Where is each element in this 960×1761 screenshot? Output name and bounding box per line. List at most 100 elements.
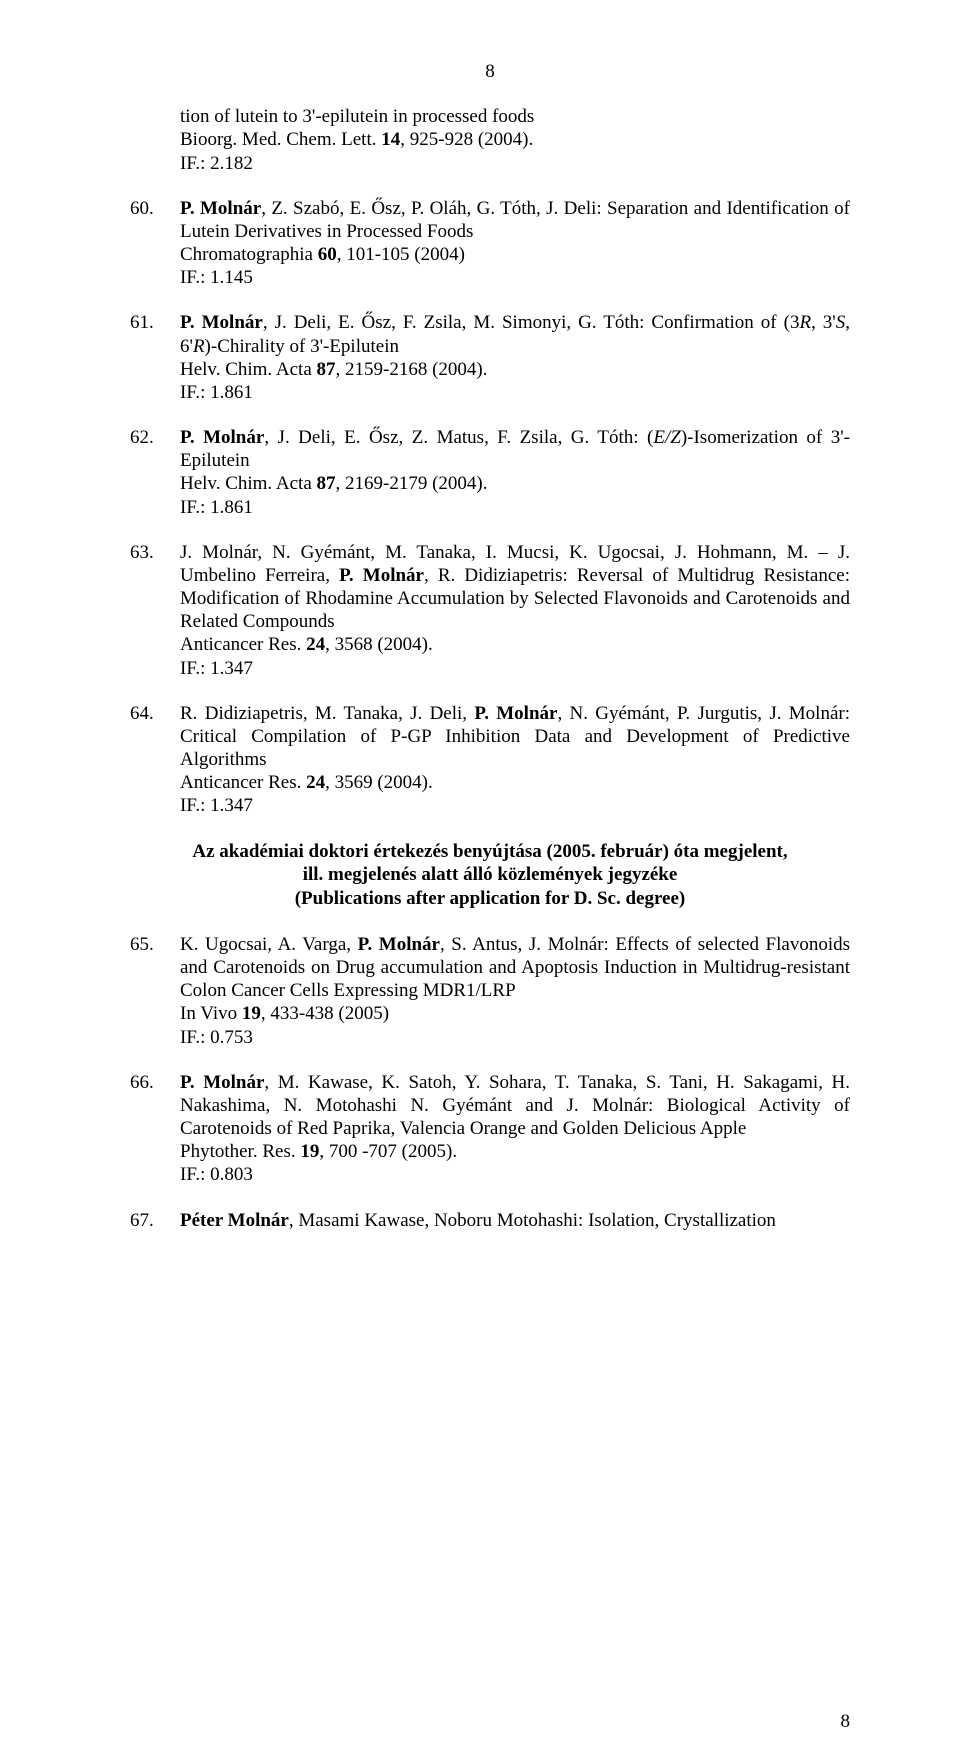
reference-entry: 65. K. Ugocsai, A. Varga, P. Molnár, S. …	[130, 933, 850, 1049]
volume: 19	[300, 1141, 319, 1162]
reference-entry: 63. J. Molnár, N. Gyémánt, M. Tanaka, I.…	[130, 541, 850, 680]
journal-name: Phytother. Res.	[180, 1141, 300, 1162]
reference-number: 60.	[130, 197, 180, 290]
reference-number: 65.	[130, 933, 180, 1049]
reference-number: 63.	[130, 541, 180, 680]
journal-line: Helv. Chim. Acta 87, 2159-2168 (2004).	[180, 358, 850, 381]
reference-body: P. Molnár, M. Kawase, K. Satoh, Y. Sohar…	[180, 1071, 850, 1187]
reference-entry: 64. R. Didiziapetris, M. Tanaka, J. Deli…	[130, 702, 850, 818]
reference-number: 66.	[130, 1071, 180, 1187]
author-rest: , Z. Szabó, E. Ősz, P. Oláh, G. Tóth, J.…	[180, 198, 850, 242]
impact-factor: IF.: 1.861	[180, 496, 850, 519]
volume: 87	[317, 359, 336, 380]
reference-body: tion of lutein to 3'-epilutein in proces…	[180, 105, 850, 175]
journal-name: Chromatographia	[180, 244, 318, 265]
text: , Masami Kawase, Noboru Motohashi: Isola…	[289, 1210, 776, 1231]
reference-body: P. Molnár, J. Deli, E. Ősz, F. Zsila, M.…	[180, 311, 850, 404]
reference-number: 62.	[130, 426, 180, 519]
journal-name: In Vivo	[180, 1003, 242, 1024]
text: )-Chirality of 3'-Epilutein	[205, 336, 399, 357]
journal-name: Helv. Chim. Acta	[180, 473, 317, 494]
section-heading: Az akadémiai doktori értekezés benyújtás…	[130, 840, 850, 911]
reference-body: K. Ugocsai, A. Varga, P. Molnár, S. Antu…	[180, 933, 850, 1049]
reference-body: P. Molnár, J. Deli, E. Ősz, Z. Matus, F.…	[180, 426, 850, 519]
author-bold: P. Molnár	[358, 934, 440, 955]
pages: , 2169-2179 (2004).	[336, 473, 488, 494]
text: K. Ugocsai, A. Varga,	[180, 934, 358, 955]
impact-factor: IF.: 1.347	[180, 794, 850, 817]
pages: , 433-438 (2005)	[261, 1003, 389, 1024]
text: R. Didiziapetris, M. Tanaka, J. Deli,	[180, 703, 474, 724]
volume: 19	[242, 1003, 261, 1024]
pages: , 3568 (2004).	[325, 634, 433, 655]
author-bold: P. Molnár	[180, 427, 264, 448]
reference-number: 67.	[130, 1209, 180, 1232]
reference-body: R. Didiziapetris, M. Tanaka, J. Deli, P.…	[180, 702, 850, 818]
text: , 3'	[811, 312, 836, 333]
author-bold: P. Molnár	[339, 565, 424, 586]
authors: P. Molnár, J. Deli, E. Ősz, Z. Matus, F.…	[180, 427, 850, 471]
reference-text: tion of lutein to 3'-epilutein in proces…	[180, 105, 850, 128]
impact-factor: IF.: 2.182	[180, 152, 850, 175]
journal-line: Anticancer Res. 24, 3568 (2004).	[180, 633, 850, 656]
journal-line: Anticancer Res. 24, 3569 (2004).	[180, 771, 850, 794]
author-bold: P. Molnár	[474, 703, 557, 724]
author-bold: P. Molnár	[180, 312, 263, 333]
journal-line: Helv. Chim. Acta 87, 2169-2179 (2004).	[180, 472, 850, 495]
authors: Péter Molnár, Masami Kawase, Noboru Moto…	[180, 1210, 776, 1231]
reference-entry: 60. P. Molnár, Z. Szabó, E. Ősz, P. Oláh…	[130, 197, 850, 290]
pages: , 3569 (2004).	[325, 772, 433, 793]
document-page: 8 tion of lutein to 3'-epilutein in proc…	[0, 0, 960, 1761]
italic: R	[799, 312, 811, 333]
author-bold: P. Molnár	[180, 1072, 264, 1093]
reference-number: 61.	[130, 311, 180, 404]
heading-line: Az akadémiai doktori értekezés benyújtás…	[130, 840, 850, 864]
reference-body: J. Molnár, N. Gyémánt, M. Tanaka, I. Muc…	[180, 541, 850, 680]
impact-factor: IF.: 0.803	[180, 1163, 850, 1186]
authors: R. Didiziapetris, M. Tanaka, J. Deli, P.…	[180, 703, 850, 770]
authors: P. Molnár, M. Kawase, K. Satoh, Y. Sohar…	[180, 1072, 850, 1139]
journal-line: Phytother. Res. 19, 700 -707 (2005).	[180, 1140, 850, 1163]
journal-name: Anticancer Res.	[180, 772, 306, 793]
journal-name: Helv. Chim. Acta	[180, 359, 317, 380]
italic: E/Z	[653, 427, 680, 448]
page-number-bottom: 8	[841, 1710, 851, 1733]
text: , J. Deli, E. Ősz, F. Zsila, M. Simonyi,…	[263, 312, 800, 333]
authors: P. Molnár, Z. Szabó, E. Ősz, P. Oláh, G.…	[180, 198, 850, 242]
impact-factor: IF.: 1.347	[180, 657, 850, 680]
journal-name: Anticancer Res.	[180, 634, 306, 655]
pages: , 2159-2168 (2004).	[336, 359, 488, 380]
italic: S	[836, 312, 846, 333]
pages: , 101-105 (2004)	[337, 244, 465, 265]
reference-entry: 67. Péter Molnár, Masami Kawase, Noboru …	[130, 1209, 850, 1232]
text: , J. Deli, E. Ősz, Z. Matus, F. Zsila, G…	[264, 427, 653, 448]
journal-name: Bioorg. Med. Chem. Lett.	[180, 129, 381, 150]
author-bold: P. Molnár	[180, 198, 261, 219]
text: , M. Kawase, K. Satoh, Y. Sohara, T. Tan…	[180, 1072, 850, 1139]
pages: , 700 -707 (2005).	[319, 1141, 457, 1162]
page-number-top: 8	[130, 60, 850, 83]
reference-entry: 66. P. Molnár, M. Kawase, K. Satoh, Y. S…	[130, 1071, 850, 1187]
authors: K. Ugocsai, A. Varga, P. Molnár, S. Antu…	[180, 934, 850, 1001]
authors: P. Molnár, J. Deli, E. Ősz, F. Zsila, M.…	[180, 312, 850, 356]
impact-factor: IF.: 1.145	[180, 266, 850, 289]
italic: R	[193, 336, 205, 357]
pages: , 925-928 (2004).	[400, 129, 533, 150]
reference-body: P. Molnár, Z. Szabó, E. Ősz, P. Oláh, G.…	[180, 197, 850, 290]
authors: J. Molnár, N. Gyémánt, M. Tanaka, I. Muc…	[180, 542, 850, 633]
volume: 87	[317, 473, 336, 494]
journal-line: Chromatographia 60, 101-105 (2004)	[180, 243, 850, 266]
reference-body: Péter Molnár, Masami Kawase, Noboru Moto…	[180, 1209, 850, 1232]
volume: 24	[306, 634, 325, 655]
journal-line: Bioorg. Med. Chem. Lett. 14, 925-928 (20…	[180, 128, 850, 151]
journal-line: In Vivo 19, 433-438 (2005)	[180, 1002, 850, 1025]
reference-entry: tion of lutein to 3'-epilutein in proces…	[130, 105, 850, 175]
heading-line: ill. megjelenés alatt álló közlemények j…	[130, 863, 850, 887]
volume: 60	[318, 244, 337, 265]
impact-factor: IF.: 1.861	[180, 381, 850, 404]
reference-entry: 62. P. Molnár, J. Deli, E. Ősz, Z. Matus…	[130, 426, 850, 519]
volume: 24	[306, 772, 325, 793]
impact-factor: IF.: 0.753	[180, 1026, 850, 1049]
author-bold: Péter Molnár	[180, 1210, 289, 1231]
reference-entry: 61. P. Molnár, J. Deli, E. Ősz, F. Zsila…	[130, 311, 850, 404]
